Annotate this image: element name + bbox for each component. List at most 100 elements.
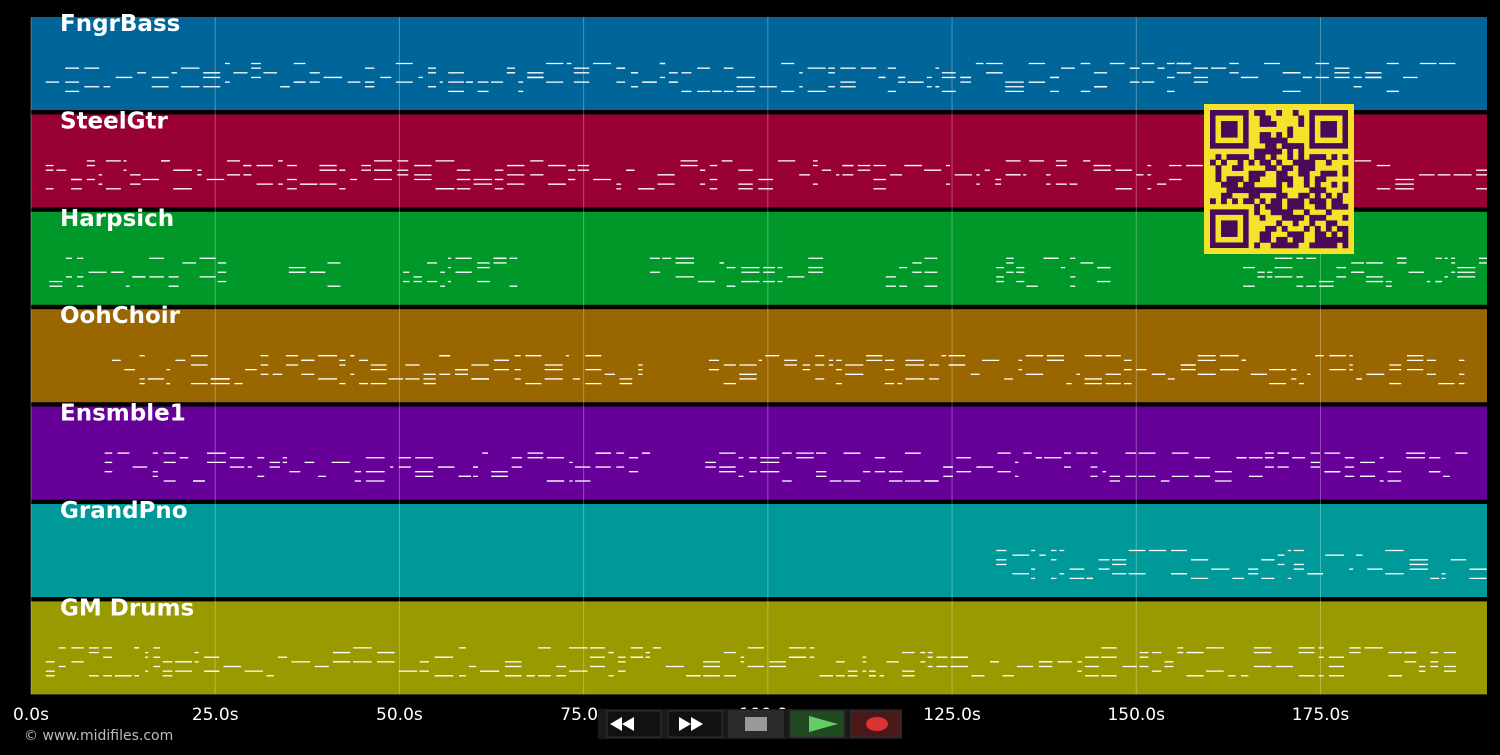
qr-cell — [1298, 236, 1305, 243]
qr-cell — [1270, 187, 1277, 194]
qr-cell — [1215, 165, 1222, 172]
qr-cell — [1314, 181, 1321, 188]
qr-cell — [1221, 192, 1227, 199]
qr-cell — [1281, 236, 1288, 243]
qr-cell — [1320, 203, 1327, 210]
qr-cell — [1298, 198, 1305, 205]
qr-cell — [1265, 137, 1272, 144]
qr-cell — [1292, 231, 1299, 238]
qr-cell — [1298, 159, 1305, 166]
qr-cell — [1248, 192, 1255, 199]
qr-cell — [1254, 154, 1260, 160]
qr-cell — [1270, 137, 1277, 144]
qr-cell — [1314, 242, 1321, 249]
qr-cell — [1292, 236, 1299, 243]
qr-cell — [1265, 148, 1272, 155]
qr-cell — [1298, 154, 1305, 160]
qr-cell — [1270, 209, 1277, 216]
qr-cell — [1248, 176, 1255, 183]
qr-cell — [1215, 170, 1222, 177]
play-button[interactable] — [789, 710, 845, 738]
rewind-icon — [610, 717, 634, 731]
qr-cell — [1303, 165, 1310, 172]
qr-cell — [1270, 143, 1277, 149]
qr-cell — [1314, 231, 1321, 238]
qr-cell — [1270, 225, 1277, 232]
qr-cell — [1298, 165, 1305, 172]
qr-finder — [1221, 220, 1238, 237]
qr-cell — [1292, 143, 1299, 149]
qr-cell — [1226, 187, 1233, 194]
qr-cell — [1336, 225, 1343, 232]
qr-cell — [1331, 236, 1338, 243]
track-band — [31, 17, 1487, 110]
qr-cell — [1254, 176, 1260, 183]
qr-cell — [1259, 132, 1266, 138]
forward-button[interactable] — [667, 710, 723, 738]
note-region — [45, 647, 1457, 677]
qr-cell — [1287, 242, 1294, 249]
record-button[interactable] — [850, 710, 902, 738]
qr-code — [1204, 104, 1354, 254]
qr-cell — [1281, 170, 1288, 177]
copyright: © www.midifiles.com — [24, 728, 173, 744]
qr-cell — [1303, 176, 1310, 183]
qr-cell — [1314, 214, 1321, 221]
qr-cell — [1276, 220, 1283, 227]
qr-cell — [1298, 121, 1305, 127]
qr-cell — [1342, 236, 1349, 243]
qr-cell — [1259, 159, 1266, 166]
qr-cell — [1270, 148, 1277, 155]
qr-cell — [1320, 231, 1327, 238]
qr-cell — [1265, 143, 1272, 149]
qr-cell — [1281, 242, 1288, 249]
notes — [45, 62, 1487, 677]
record-icon — [866, 717, 888, 731]
qr-finder — [1221, 121, 1238, 138]
qr-cell — [1276, 209, 1283, 216]
qr-cell — [1232, 181, 1238, 188]
qr-cell — [1292, 220, 1299, 227]
qr-cell — [1265, 203, 1272, 210]
qr-cell — [1254, 209, 1260, 216]
qr-cell — [1320, 176, 1327, 183]
qr-cell — [1303, 209, 1310, 216]
qr-cell — [1237, 176, 1244, 183]
qr-cell — [1325, 220, 1332, 227]
track-name: GM Drums — [60, 595, 194, 621]
note-region — [112, 355, 643, 385]
qr-cell — [1276, 198, 1283, 205]
track-name: OohChoir — [60, 303, 181, 329]
stop-button[interactable] — [728, 710, 784, 738]
qr-cell — [1265, 115, 1272, 122]
qr-cell — [1270, 203, 1277, 210]
qr-cell — [1281, 176, 1288, 183]
qr-cell — [1320, 242, 1327, 249]
qr-cell — [1314, 176, 1321, 183]
note-region — [403, 257, 518, 287]
qr-cell — [1320, 187, 1327, 194]
qr-cell — [1254, 170, 1260, 177]
qr-cell — [1248, 187, 1255, 194]
note-region — [49, 257, 227, 287]
qr-cell — [1287, 154, 1294, 160]
button[interactable] — [728, 710, 784, 738]
qr-cell — [1254, 203, 1260, 210]
qr-cell — [1298, 170, 1305, 177]
qr-cell — [1215, 154, 1222, 160]
qr-cell — [1270, 154, 1277, 160]
qr-cell — [1342, 214, 1349, 221]
qr-cell — [1314, 225, 1321, 232]
note-region — [1243, 257, 1487, 287]
qr-cell — [1265, 225, 1272, 232]
rewind-button[interactable] — [606, 710, 662, 738]
qr-cell — [1276, 110, 1283, 116]
qr-cell — [1298, 143, 1305, 149]
note-region — [45, 62, 1456, 93]
play-icon — [809, 716, 838, 732]
qr-cell — [1325, 209, 1332, 216]
qr-cell — [1276, 132, 1283, 138]
qr-cell — [1287, 231, 1294, 238]
qr-cell — [1281, 225, 1288, 232]
